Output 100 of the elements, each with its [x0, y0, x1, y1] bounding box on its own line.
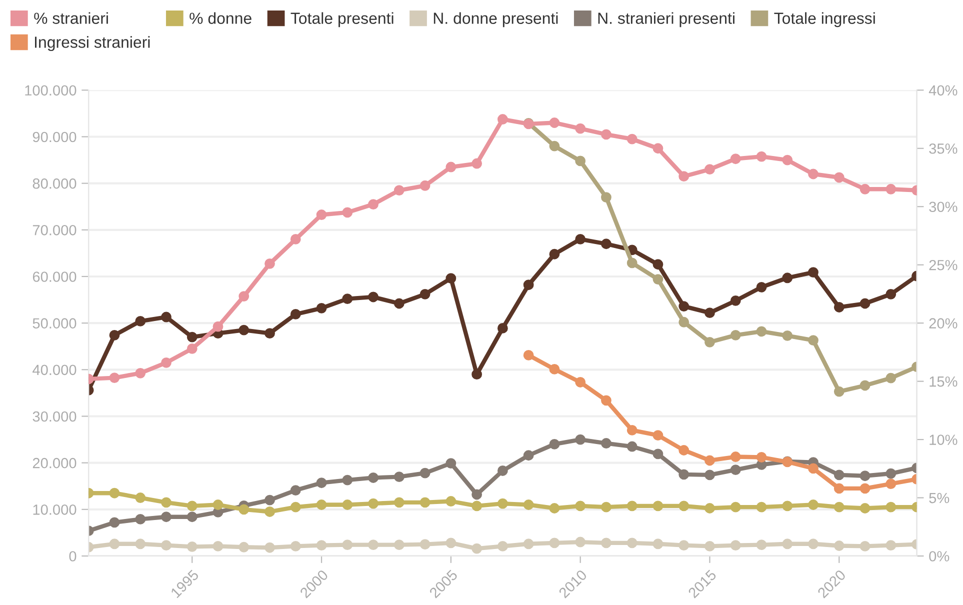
point — [756, 151, 767, 162]
point — [472, 489, 482, 500]
point — [834, 302, 844, 312]
point — [834, 470, 844, 480]
y-tick-label: 0 — [69, 551, 76, 562]
point — [834, 483, 844, 494]
point — [135, 492, 146, 503]
y-tick-label: 20.000 — [32, 458, 76, 468]
point — [316, 500, 327, 510]
y2-tick-label: 25% — [929, 260, 958, 270]
point — [290, 502, 301, 512]
y-tick-label: 70.000 — [32, 225, 76, 236]
point — [782, 538, 793, 550]
point — [342, 540, 353, 550]
point — [109, 538, 120, 550]
point — [420, 288, 430, 300]
point — [186, 541, 198, 552]
point — [523, 500, 534, 510]
point — [549, 538, 560, 548]
point — [730, 464, 741, 476]
point — [678, 445, 690, 456]
point — [497, 541, 508, 552]
point — [549, 364, 560, 374]
point — [420, 539, 430, 550]
point — [626, 500, 638, 512]
point — [368, 199, 378, 210]
point — [834, 172, 844, 183]
point — [808, 500, 818, 510]
point — [109, 488, 120, 498]
y-tick-label: 80.000 — [32, 178, 76, 189]
legend-label: N. donne presenti — [434, 12, 558, 28]
point — [860, 503, 870, 514]
point — [420, 180, 430, 191]
point — [161, 512, 172, 522]
y2-tick-label: 20% — [929, 318, 958, 328]
point — [678, 540, 690, 550]
point — [808, 335, 818, 346]
point — [782, 154, 793, 166]
point — [886, 540, 896, 550]
point — [186, 343, 198, 354]
point — [161, 540, 172, 550]
point — [161, 357, 172, 368]
point — [678, 500, 690, 512]
point — [730, 330, 741, 340]
point — [575, 156, 586, 166]
point — [575, 500, 586, 512]
point — [860, 483, 870, 494]
point — [264, 542, 275, 553]
point — [109, 330, 120, 340]
point — [420, 468, 430, 478]
y-tick-label: 10.000 — [33, 504, 76, 515]
point — [575, 434, 586, 445]
legend-label: Totale ingressi — [774, 12, 875, 28]
point — [549, 438, 560, 450]
point — [601, 502, 612, 512]
point — [264, 328, 275, 339]
point — [109, 517, 120, 528]
point — [601, 538, 612, 548]
point — [652, 259, 664, 270]
point — [264, 506, 275, 517]
point — [472, 158, 482, 169]
point — [601, 192, 612, 202]
point — [497, 322, 508, 334]
legend-label: Totale presenti — [290, 12, 394, 28]
point — [394, 185, 404, 196]
point — [652, 430, 664, 441]
point — [212, 541, 224, 552]
point — [730, 502, 741, 512]
point — [704, 164, 715, 175]
point — [161, 312, 172, 322]
point — [652, 538, 664, 550]
point — [186, 500, 198, 512]
point — [135, 316, 146, 326]
point — [342, 500, 353, 510]
point — [860, 184, 870, 194]
point — [342, 207, 353, 218]
y-tick-label: 30.000 — [32, 411, 76, 422]
point — [730, 296, 741, 306]
point — [575, 234, 586, 244]
y2-tick-label: 5% — [929, 492, 950, 504]
point — [704, 541, 715, 552]
point — [652, 500, 664, 512]
point — [186, 512, 198, 522]
y2-tick-label: 30% — [929, 202, 958, 212]
point — [523, 538, 534, 550]
point — [652, 143, 664, 154]
point — [368, 472, 378, 483]
point — [342, 474, 353, 486]
legend-label: Ingressi stranieri — [35, 36, 150, 52]
point — [290, 485, 301, 496]
point — [497, 498, 508, 509]
point — [834, 386, 844, 397]
point — [601, 129, 612, 140]
point — [886, 288, 896, 300]
point — [316, 478, 327, 488]
point — [446, 162, 456, 172]
point — [782, 500, 793, 512]
point — [704, 308, 715, 318]
point — [212, 500, 224, 510]
point — [626, 441, 638, 452]
